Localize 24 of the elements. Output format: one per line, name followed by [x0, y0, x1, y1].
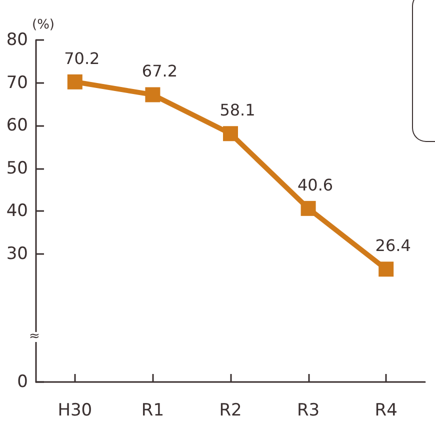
y-tick-label: 30	[6, 244, 28, 264]
data-label: 70.2	[64, 48, 100, 68]
x-tick-label: R4	[374, 400, 398, 420]
y-tick-label: 70	[6, 72, 28, 93]
data-label: 58.1	[220, 100, 256, 120]
annotation: ≈	[29, 329, 40, 344]
point	[300, 200, 316, 216]
x-tick-label: R1	[141, 400, 164, 420]
y-tick-label: 50	[6, 158, 28, 178]
x-tick-label: R2	[219, 400, 242, 420]
y-tick-label: 40	[6, 201, 28, 221]
y-axis-title: (%)	[32, 18, 54, 33]
data-label: 40.6	[297, 175, 334, 194]
point	[67, 74, 82, 90]
y-tick-label: 60	[6, 116, 28, 136]
data-label: 67.2	[142, 62, 178, 81]
data-label: 26.4	[375, 236, 411, 256]
x-tick-label: H30	[58, 400, 92, 420]
point	[145, 87, 160, 102]
point	[378, 262, 394, 277]
x-tick-label: R3	[296, 400, 320, 420]
point	[223, 126, 238, 142]
y-tick-label: 0	[17, 372, 28, 392]
y-tick-label: 80	[6, 30, 28, 50]
